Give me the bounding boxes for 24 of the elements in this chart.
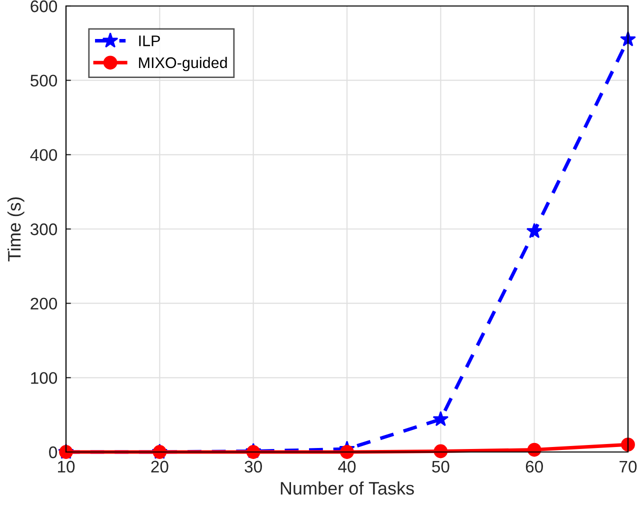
x-tick-label: 70: [620, 460, 637, 473]
x-tick-label: 50: [432, 460, 450, 473]
point: [434, 444, 448, 458]
point: [527, 442, 542, 457]
point: [526, 222, 542, 238]
y-tick-label: 0: [49, 446, 58, 458]
y-tick-label: 100: [31, 372, 58, 384]
point: [432, 410, 449, 426]
y-tick-label: 400: [30, 149, 58, 161]
y-tick-label: 600: [30, 0, 58, 12]
x-tick-label: 10: [58, 460, 75, 473]
x-tick-label: 30: [244, 460, 262, 473]
point: [621, 438, 635, 452]
x-axis-title: Number of Tasks: [280, 481, 414, 495]
y-tick-label: 200: [30, 298, 58, 310]
y-tick-label: 300: [30, 223, 58, 236]
y-tick-label: 500: [30, 74, 58, 87]
legend-label: ILP: [139, 36, 160, 46]
x-tick-label: 40: [338, 460, 356, 473]
x-tick-label: 20: [151, 460, 168, 473]
y-axis-title: Time (s): [7, 197, 24, 262]
legend-label: MIXO-guided: [139, 56, 227, 72]
x-tick-label: 60: [526, 460, 543, 473]
point: [340, 445, 354, 459]
